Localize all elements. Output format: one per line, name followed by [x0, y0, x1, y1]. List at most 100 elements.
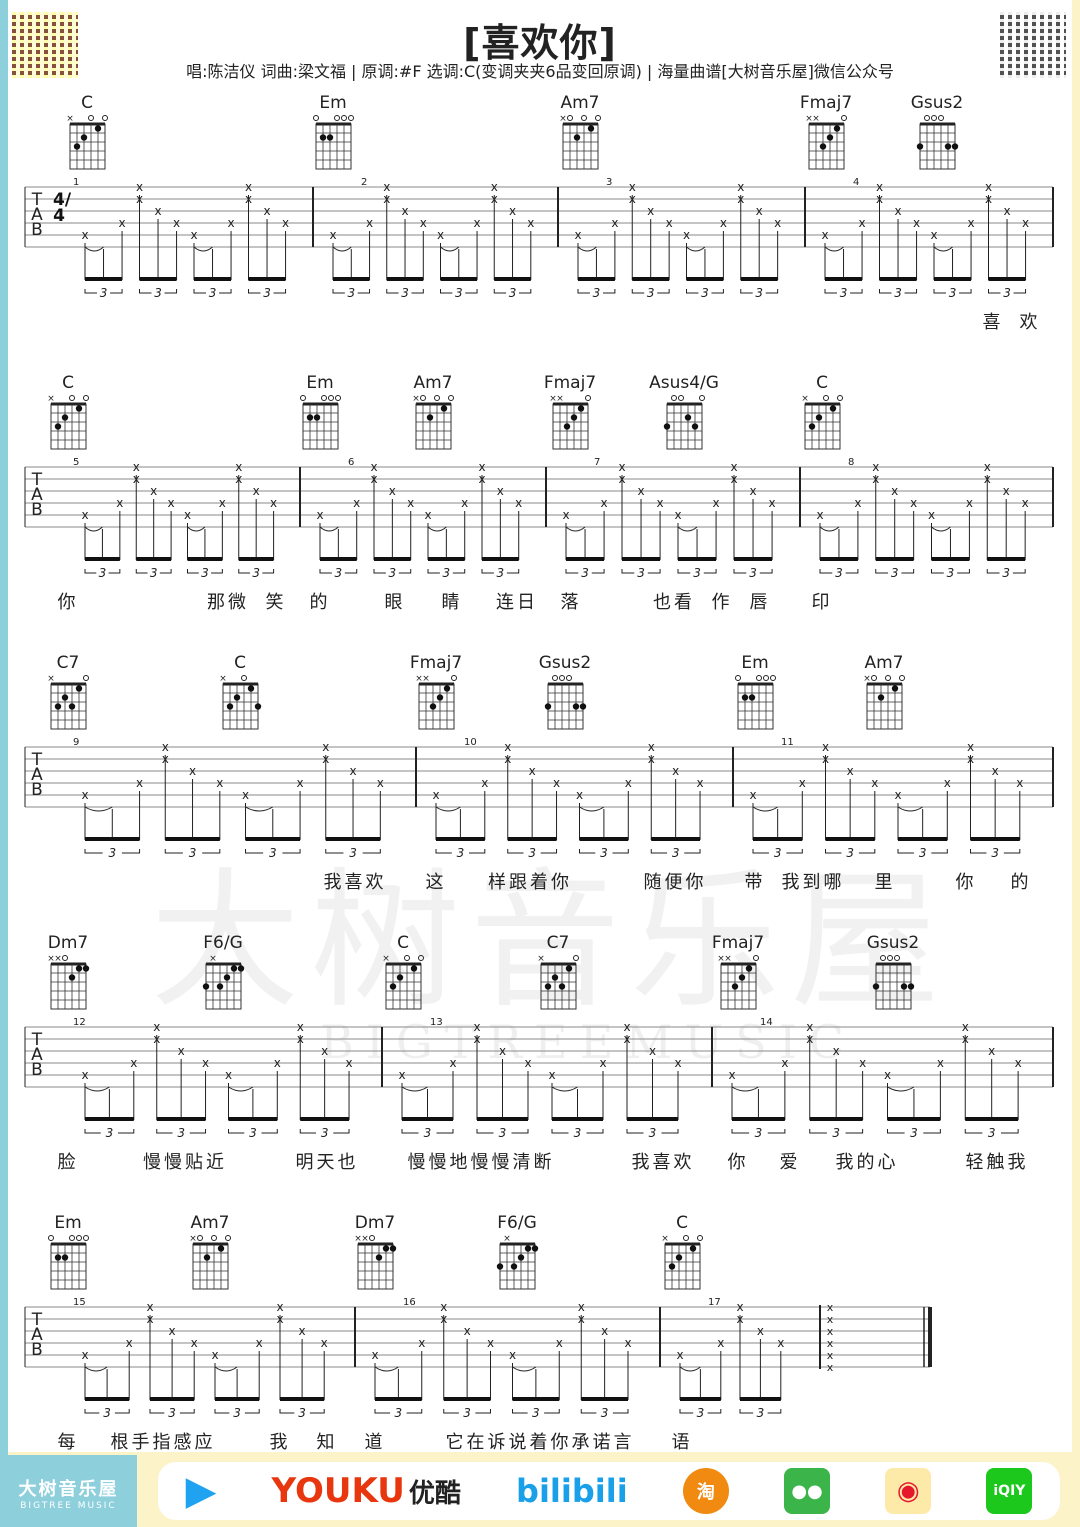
tab-label: B — [31, 220, 43, 240]
triplet-bracket — [677, 569, 717, 574]
muted-string-marker: × — [412, 394, 420, 404]
tencent-video-icon[interactable]: ▶ — [185, 1468, 217, 1514]
open-string-marker — [48, 1235, 54, 1241]
triplet-number: 3 — [209, 286, 217, 300]
finger-dot — [900, 983, 908, 990]
chord-name: C — [676, 1213, 688, 1233]
tie — [401, 1086, 428, 1092]
note-x: x — [827, 1301, 834, 1314]
tie — [193, 246, 213, 252]
beam — [85, 557, 120, 561]
beam — [156, 1117, 206, 1121]
note-x: x — [263, 204, 270, 218]
lyric: 喜 — [983, 312, 1004, 333]
finger-dot — [382, 1245, 390, 1252]
finger-dot — [237, 965, 245, 972]
note-x: x — [984, 460, 991, 474]
measure-number: 17 — [708, 1297, 721, 1308]
triplet-bracket — [149, 1409, 195, 1414]
chord-diagram-grid — [315, 123, 352, 170]
triplet-bracket — [299, 1129, 350, 1134]
note-x: x — [126, 1336, 133, 1350]
note-x: x — [481, 776, 488, 790]
open-string-marker — [420, 395, 426, 401]
tie — [677, 526, 698, 532]
iqiyi-icon[interactable]: iQIY — [986, 1468, 1033, 1514]
taobao-icon[interactable]: 淘 — [682, 1468, 729, 1514]
beam — [740, 1397, 781, 1401]
open-string-marker — [83, 395, 89, 401]
muted-string-marker: × — [724, 954, 732, 964]
wechat-icon[interactable]: ●● — [784, 1468, 831, 1514]
note-x: x — [136, 180, 143, 194]
finger-dot — [94, 125, 102, 132]
triplet-number: 3 — [574, 1126, 582, 1140]
finger-dot — [61, 1254, 69, 1261]
triplet-number: 3 — [269, 846, 277, 860]
triplet-number: 3 — [189, 846, 197, 860]
lyric: 随便你 — [644, 872, 707, 893]
open-string-marker — [823, 395, 829, 401]
lyric: 作 — [712, 592, 733, 613]
triplet-bracket — [964, 1129, 1019, 1134]
bilibili-logo[interactable]: bilibili — [516, 1472, 628, 1510]
tab-label: B — [31, 1340, 43, 1360]
note-x: x — [228, 216, 235, 230]
triplet-bracket — [933, 289, 972, 294]
triplet-number: 3 — [201, 566, 209, 580]
finger-dot — [254, 703, 262, 710]
note-x: x — [297, 776, 304, 790]
triplet-bracket — [650, 849, 701, 854]
open-string-marker — [567, 115, 573, 121]
weibo-icon[interactable]: ◉ — [885, 1468, 932, 1514]
tab-label: T — [31, 1030, 43, 1050]
triplet-bracket — [731, 1129, 786, 1134]
muted-string-marker: × — [415, 674, 423, 684]
beam — [477, 1117, 528, 1121]
lyric: 这 — [426, 872, 447, 893]
finger-dot — [68, 974, 76, 981]
chord-name: Em — [319, 93, 346, 113]
lyric: 的 — [310, 592, 331, 613]
triplet-number: 3 — [697, 1406, 705, 1420]
open-string-marker — [894, 955, 900, 961]
triplet-bracket — [374, 1409, 423, 1414]
triplet-bracket — [752, 849, 803, 854]
triplet-number: 3 — [755, 1126, 763, 1140]
note-x: x — [894, 204, 901, 218]
finger-dot — [675, 1254, 683, 1261]
triplet-number: 3 — [1003, 286, 1011, 300]
finger-dot — [872, 983, 880, 990]
triplet-bracket — [187, 569, 223, 574]
beam — [879, 277, 917, 281]
beam — [680, 1397, 721, 1401]
note-x: x — [599, 1056, 606, 1070]
note-x: x — [219, 496, 226, 510]
note-x: x — [153, 1020, 160, 1034]
beam — [194, 277, 232, 281]
triplet-number: 3 — [335, 566, 343, 580]
lyric: 我 — [270, 1432, 291, 1453]
lyric: 我喜欢 — [632, 1152, 695, 1173]
note-x: x — [322, 740, 329, 754]
beam — [651, 837, 701, 841]
note-x: x — [407, 496, 414, 510]
beam — [280, 1397, 325, 1401]
note-x: x — [150, 484, 157, 498]
finger-dot — [306, 414, 314, 421]
youku-logo[interactable]: YOUKU 优酷 — [272, 1471, 461, 1511]
beam — [165, 837, 220, 841]
finger-dot — [916, 143, 924, 150]
finger-dot — [389, 983, 397, 990]
qr-code-right — [1000, 12, 1066, 78]
muted-string-marker: × — [54, 954, 62, 964]
open-string-marker — [418, 955, 424, 961]
beam — [228, 1117, 278, 1121]
chord-name: C — [816, 373, 828, 393]
measure-number: 7 — [594, 457, 600, 468]
lyric: 那微 — [207, 592, 249, 613]
open-string-marker — [887, 955, 893, 961]
note-x: x — [657, 496, 664, 510]
triplet-bracket — [631, 289, 670, 294]
note-x: x — [242, 788, 249, 802]
